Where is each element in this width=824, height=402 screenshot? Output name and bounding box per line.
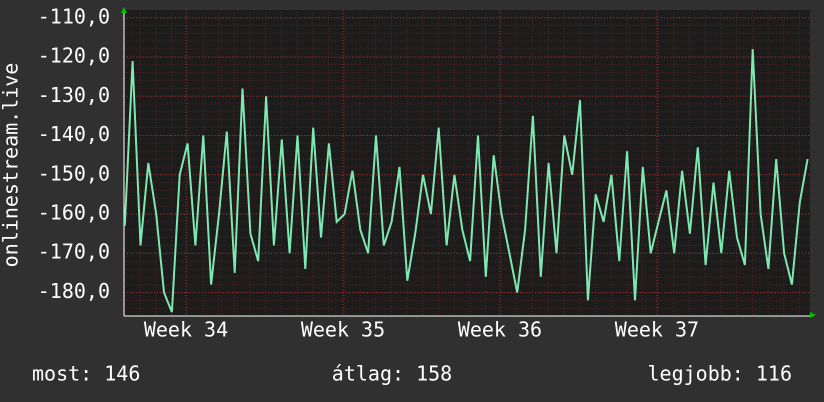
x-tick-label: Week 35	[301, 318, 385, 342]
y-tick-label: -150,0	[38, 161, 110, 185]
x-tick-label: Week 34	[144, 318, 228, 342]
y-tick-label: -140,0	[38, 122, 110, 146]
x-tick-label: Week 37	[615, 318, 699, 342]
x-tick-label: Week 36	[458, 318, 542, 342]
y-axis-label: onlinestream.live	[0, 63, 23, 268]
x-arrow	[810, 312, 816, 318]
minor-grid	[124, 10, 810, 316]
y-tick-label: -170,0	[38, 240, 110, 264]
stat: most: 146	[32, 362, 140, 386]
y-tick-label: -180,0	[38, 279, 110, 303]
y-tick-label: -160,0	[38, 201, 110, 225]
stat: legjobb: 116	[648, 362, 793, 386]
y-tick-label: -120,0	[38, 44, 110, 68]
y-tick-label: -110,0	[38, 4, 110, 28]
y-arrow	[121, 7, 127, 13]
stat: átlag: 158	[332, 362, 452, 386]
y-tick-label: -130,0	[38, 83, 110, 107]
line	[123, 49, 809, 313]
